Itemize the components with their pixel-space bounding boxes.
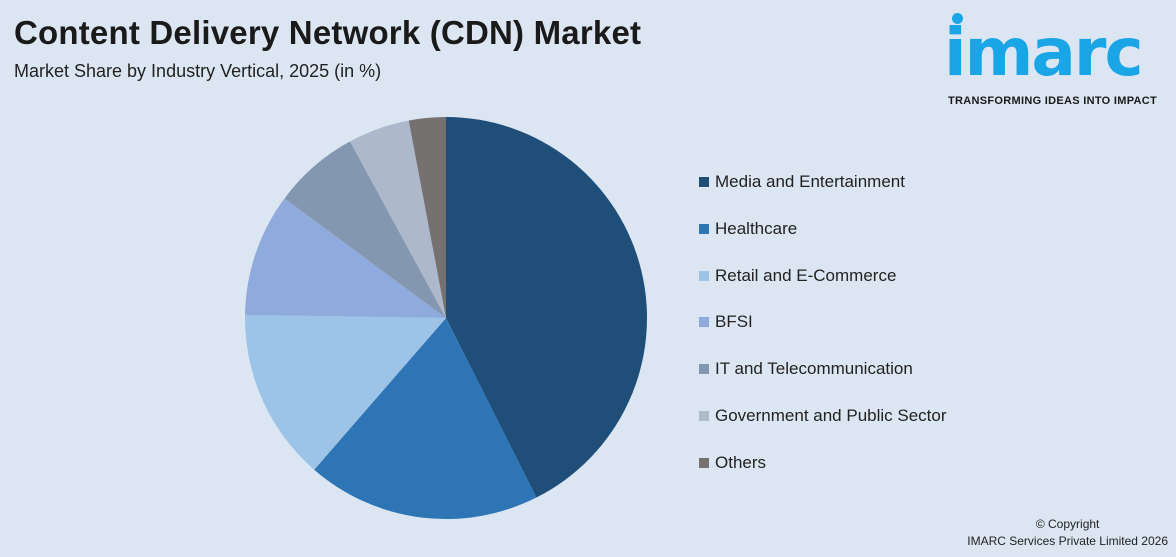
legend-label: Others xyxy=(715,452,767,472)
legend-label: Healthcare xyxy=(715,218,798,238)
pie-slice-it-and-telecommunication xyxy=(284,141,446,318)
legend-label: Retail and E-Commerce xyxy=(715,265,897,285)
legend-label: IT and Telecommunication xyxy=(715,359,913,379)
legend-swatch xyxy=(699,270,709,281)
legend-item: Media and Entertainment xyxy=(699,171,947,193)
legend-label: BFSI xyxy=(715,312,753,332)
chart-title: Content Delivery Network (CDN) Market xyxy=(14,14,642,51)
pie-slice-others xyxy=(408,117,446,318)
legend-swatch xyxy=(699,223,709,234)
copyright-line2: IMARC Services Private Limited 2026 xyxy=(967,534,1168,548)
copyright-notice: © Copyright IMARC Services Private Limit… xyxy=(967,516,1168,550)
copyright-line1: © Copyright xyxy=(1035,517,1100,531)
legend-swatch xyxy=(699,177,709,187)
legend-swatch xyxy=(699,410,709,421)
legend-item: IT and Telecommunication xyxy=(699,358,947,380)
pie-slices xyxy=(244,117,647,519)
legend-item: BFSI xyxy=(699,311,947,333)
imarc-logo: imarc TRANSFORMING IDEAS INTO IMPACT xyxy=(944,10,1172,110)
chart-subtitle: Market Share by Industry Vertical, 2025 … xyxy=(14,61,382,81)
logo-tagline: TRANSFORMING IDEAS INTO IMPACT xyxy=(948,95,1158,107)
legend-swatch xyxy=(699,317,709,328)
pie-slice-government-and-public-sector xyxy=(350,120,446,318)
logo-dot-icon xyxy=(952,13,963,24)
legend-item: Government and Public Sector xyxy=(699,405,947,427)
legend-swatch xyxy=(699,364,709,375)
legend-item: Retail and E-Commerce xyxy=(699,265,947,287)
pie-slice-media-and-entertainment xyxy=(446,117,647,498)
pie-slice-retail-and-e-commerce xyxy=(244,314,446,470)
legend-label: Media and Entertainment xyxy=(715,172,905,191)
chart-legend: Media and Entertainment Healthcare Retail … xyxy=(699,171,947,499)
logo-wordmark: imarc xyxy=(944,14,1144,91)
pie-slice-healthcare xyxy=(314,318,537,519)
pie-slice-bfsi xyxy=(245,198,446,318)
legend-item: Healthcare xyxy=(699,218,947,240)
legend-swatch xyxy=(699,457,709,468)
legend-item: Others xyxy=(699,452,947,474)
legend-label: Government and Public Sector xyxy=(715,405,947,425)
